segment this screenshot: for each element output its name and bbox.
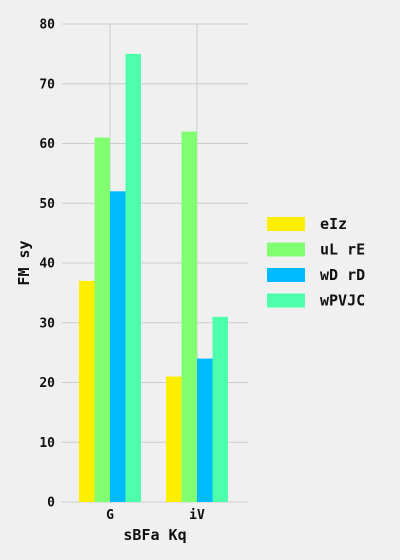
legend-swatch	[267, 242, 305, 257]
y-tick-label: 80	[39, 18, 55, 33]
bar-eiz-iv	[166, 376, 182, 502]
legend-label: wPVJC	[320, 292, 365, 310]
legend-swatch	[267, 217, 305, 231]
bar-wpvjc-g	[125, 53, 141, 502]
bar-wd-rd-iv	[197, 358, 213, 502]
y-tick-label: 50	[39, 197, 55, 212]
bar-wpvjc-iv	[212, 316, 228, 502]
legend-label: eIz	[320, 215, 347, 233]
legend-swatch	[267, 268, 305, 282]
bar-wd-rd-g	[110, 191, 126, 503]
y-axis-title: FM sy	[15, 240, 33, 285]
y-tick-label: 20	[39, 376, 55, 391]
x-tick-label: G	[106, 508, 114, 523]
y-tick-label: 0	[47, 496, 55, 511]
y-tick-label: 30	[39, 316, 55, 331]
y-tick-label: 40	[39, 257, 55, 272]
legend-label: wD rD	[320, 266, 365, 284]
x-axis-title: sBFa Kq	[123, 526, 186, 544]
y-tick-label: 10	[39, 436, 55, 451]
y-axis-ticks: 0 10 20 30 40 50 60 70 80	[39, 18, 55, 511]
bar-layer	[79, 53, 228, 503]
legend-label: uL rE	[320, 241, 365, 259]
y-tick-label: 60	[39, 137, 55, 152]
bar-ul-re-iv	[181, 131, 197, 503]
x-tick-label: iV	[189, 508, 205, 523]
bar-ul-re-g	[94, 137, 110, 502]
y-tick-label: 70	[39, 77, 55, 92]
legend-swatch	[267, 293, 305, 308]
legend: eIz uL rE wD rD wPVJC	[267, 215, 365, 310]
bar-eiz-g	[79, 280, 95, 502]
